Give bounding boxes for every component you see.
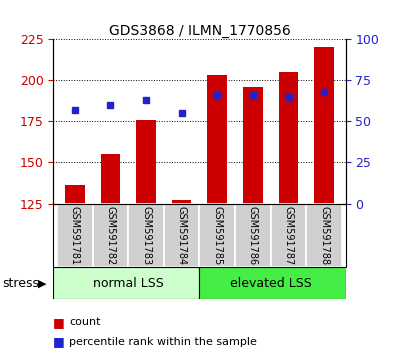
Bar — [53, 267, 199, 299]
Bar — [164, 204, 199, 267]
Text: GSM591781: GSM591781 — [70, 206, 80, 265]
Bar — [57, 204, 92, 267]
Bar — [307, 204, 342, 267]
Text: percentile rank within the sample: percentile rank within the sample — [69, 337, 257, 347]
Bar — [172, 200, 192, 204]
Bar — [243, 87, 263, 204]
Text: GSM591785: GSM591785 — [212, 206, 222, 265]
Text: GSM591783: GSM591783 — [141, 206, 151, 265]
Text: stress: stress — [2, 277, 39, 290]
Text: GSM591782: GSM591782 — [105, 206, 115, 265]
Bar — [199, 267, 346, 299]
Bar — [136, 120, 156, 204]
Bar — [128, 204, 164, 267]
Bar — [92, 204, 128, 267]
Bar — [199, 204, 235, 267]
Bar — [271, 204, 307, 267]
Text: ■: ■ — [53, 335, 65, 348]
Bar — [101, 154, 120, 204]
Text: GSM591784: GSM591784 — [177, 206, 187, 265]
Text: elevated LSS: elevated LSS — [230, 277, 312, 290]
Text: ■: ■ — [53, 316, 65, 329]
Text: count: count — [69, 317, 101, 327]
Text: ▶: ▶ — [38, 278, 46, 288]
Bar — [65, 185, 85, 204]
Text: GSM591787: GSM591787 — [284, 206, 293, 265]
Bar — [207, 75, 227, 204]
Bar — [235, 204, 271, 267]
Text: GSM591788: GSM591788 — [319, 206, 329, 265]
Text: normal LSS: normal LSS — [93, 277, 164, 290]
Text: GSM591786: GSM591786 — [248, 206, 258, 265]
Title: GDS3868 / ILMN_1770856: GDS3868 / ILMN_1770856 — [109, 24, 290, 38]
Bar — [279, 72, 298, 204]
Bar — [314, 47, 334, 204]
